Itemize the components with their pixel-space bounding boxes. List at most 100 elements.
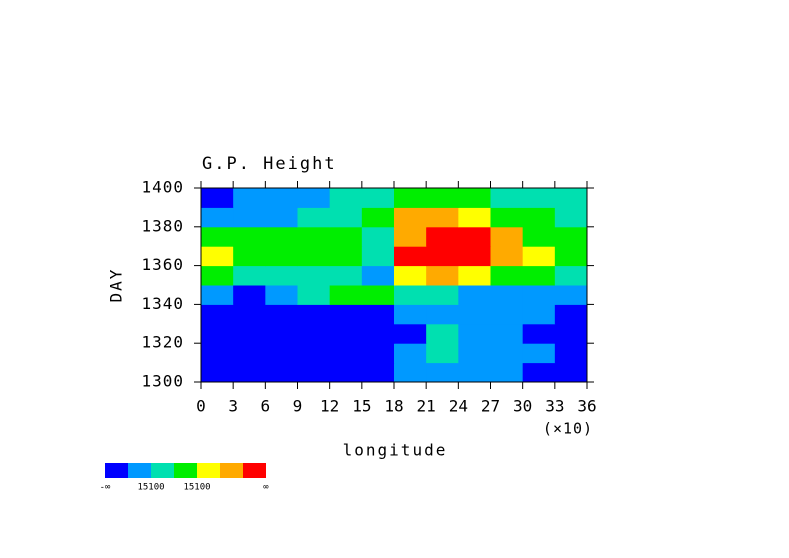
heatmap-cell: [361, 226, 395, 247]
heatmap-cell: [201, 188, 234, 208]
heatmap-cell: [265, 343, 298, 364]
heatmap-cell: [361, 265, 395, 286]
x-tick-label: 33: [545, 397, 564, 416]
heatmap-cell: [233, 323, 266, 344]
heatmap-cell: [265, 226, 298, 247]
heatmap-cell: [361, 304, 395, 325]
heatmap-cell: [522, 188, 556, 208]
heatmap-cell: [233, 285, 266, 305]
heatmap-cell: [554, 285, 588, 305]
heatmap-cell: [394, 362, 427, 383]
x-tick-label: 18: [384, 397, 403, 416]
heatmap-cell: [329, 323, 363, 344]
y-axis-label: DAY: [107, 268, 126, 303]
heatmap-cell: [554, 265, 588, 286]
heatmap-cell: [554, 343, 588, 364]
heatmap-cell: [458, 304, 491, 325]
x-tick-label: 3: [228, 397, 238, 416]
heatmap-cell: [394, 246, 427, 267]
heatmap-cell: [329, 265, 363, 286]
heatmap-cell: [361, 323, 395, 344]
heatmap-cell: [394, 343, 427, 364]
heatmap-cell: [265, 246, 298, 267]
heatmap-cell: [490, 362, 524, 383]
heatmap-cell: [297, 362, 331, 383]
heatmap-cell: [329, 226, 363, 247]
heatmap-cell: [265, 188, 298, 208]
heatmap-cell: [458, 188, 491, 208]
heatmap-cell: [201, 285, 234, 305]
heatmap-cell: [361, 343, 395, 364]
heatmap-cell: [522, 362, 556, 383]
heatmap-cell: [426, 343, 459, 364]
heatmap-cell: [490, 343, 524, 364]
colorbar-label: ∞: [263, 483, 269, 493]
heatmap-cell: [490, 323, 524, 344]
heatmap-cell: [522, 285, 556, 305]
x-tick-label: 30: [513, 397, 532, 416]
x-tick-label: 24: [449, 397, 468, 416]
heatmap-cell: [426, 304, 459, 325]
heatmap-cell: [490, 265, 524, 286]
heatmap-cell: [265, 323, 298, 344]
heatmap-cell: [233, 226, 266, 247]
heatmap-cell: [265, 304, 298, 325]
x-tick-label: 9: [293, 397, 303, 416]
heatmap-cell: [297, 246, 331, 267]
heatmap-cell: [201, 226, 234, 247]
heatmap-cell: [554, 304, 588, 325]
heatmap-cell: [426, 285, 459, 305]
heatmap-cell: [361, 188, 395, 208]
heatmap-cell: [490, 285, 524, 305]
heatmap-cell: [554, 226, 588, 247]
heatmap-cell: [554, 207, 588, 228]
heatmap-cell: [522, 343, 556, 364]
heatmap-cell: [426, 323, 459, 344]
heatmap-cell: [458, 246, 491, 267]
heatmap-cell: [490, 207, 524, 228]
heatmap-cell: [458, 207, 491, 228]
x-tick-label: 36: [577, 397, 596, 416]
y-tick-label: 1320: [141, 333, 184, 352]
heatmap-cell: [201, 265, 234, 286]
colorbar-swatch: [174, 463, 197, 478]
x-tick-label: 0: [196, 397, 206, 416]
x-tick-label: 27: [481, 397, 500, 416]
colorbar-swatch: [197, 463, 220, 478]
heatmap-cell: [329, 188, 363, 208]
heatmap-cell: [426, 265, 459, 286]
heatmap-cell: [426, 207, 459, 228]
heatmap-cell: [361, 246, 395, 267]
heatmap-cell: [265, 207, 298, 228]
heatmap-cell: [297, 207, 331, 228]
x-tick-label: 6: [261, 397, 271, 416]
heatmap-cell: [426, 246, 459, 267]
heatmap-cell: [329, 207, 363, 228]
heatmap-cell: [394, 188, 427, 208]
colorbar-swatch: [243, 463, 266, 478]
heatmap-cell: [297, 323, 331, 344]
heatmap-cell: [233, 265, 266, 286]
heatmap-cell: [233, 246, 266, 267]
heatmap-cell: [297, 343, 331, 364]
heatmap-cell: [265, 265, 298, 286]
heatmap-cell: [458, 323, 491, 344]
heatmap-cell: [201, 362, 234, 383]
heatmap-cell: [297, 304, 331, 325]
heatmap-cell: [426, 362, 459, 383]
heatmap-cell: [394, 207, 427, 228]
heatmap-cell: [394, 323, 427, 344]
heatmap-cell: [554, 362, 588, 383]
heatmap-cell: [554, 188, 588, 208]
heatmap-cell: [201, 304, 234, 325]
heatmap-cell: [522, 304, 556, 325]
heatmap-cell: [297, 285, 331, 305]
heatmap-cell: [458, 265, 491, 286]
heatmap-cell: [201, 343, 234, 364]
x-tick-label: 15: [352, 397, 371, 416]
heatmap-cell: [297, 265, 331, 286]
heatmap-cell: [426, 188, 459, 208]
colorbar-swatch: [128, 463, 151, 478]
heatmap-cell: [490, 304, 524, 325]
heatmap-cell: [233, 207, 266, 228]
